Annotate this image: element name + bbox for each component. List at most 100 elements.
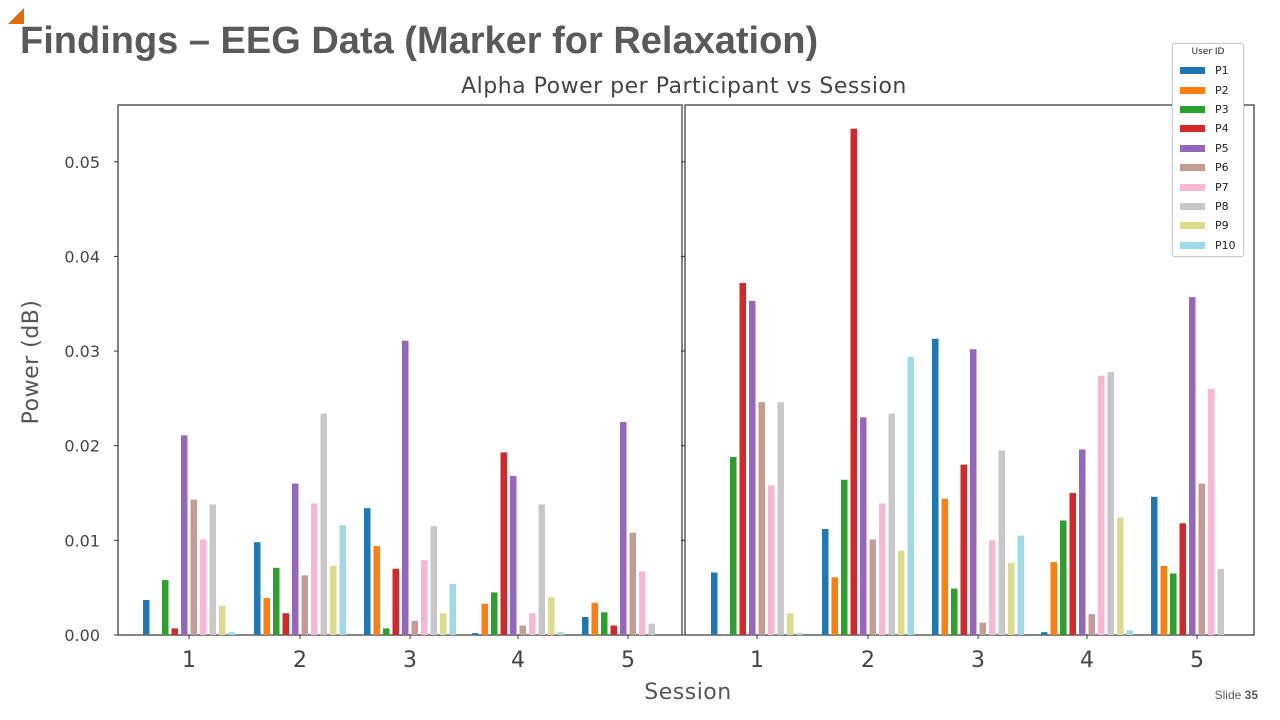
legend-item-p6: P6	[1173, 158, 1243, 177]
bar-p2-session-2	[263, 598, 270, 635]
y-tick-label: 0.05	[64, 153, 100, 172]
x-axis-label: Session	[644, 680, 731, 705]
bar-p5-session-3	[970, 349, 977, 635]
y-tick-label: 0.03	[64, 342, 100, 361]
bar-p9-session-4	[548, 597, 555, 635]
bar-p10-session-4	[1126, 630, 1133, 635]
legend-swatch	[1180, 241, 1205, 249]
bar-p3-session-4	[1060, 520, 1067, 635]
bar-p10-session-2	[339, 525, 346, 635]
legend-label: P4	[1215, 122, 1229, 136]
bar-p6-session-1	[190, 499, 197, 635]
bar-p1-session-2	[822, 529, 829, 635]
bar-p8-session-4	[538, 504, 545, 635]
bar-p6-session-5	[629, 532, 636, 635]
corner-triangle-icon	[8, 8, 24, 24]
bar-p6-session-5	[1198, 483, 1205, 635]
bar-p1-session-3	[932, 338, 939, 635]
bar-p4-session-3	[960, 464, 967, 635]
slide-number-prefix: Slide	[1214, 688, 1242, 702]
bar-p9-session-2	[330, 565, 337, 635]
bar-p6-session-3	[979, 622, 986, 635]
bar-p2-session-4	[1050, 562, 1057, 635]
bar-p1-session-2	[254, 542, 261, 635]
bar-p3-session-3	[383, 628, 390, 635]
slide-title: Findings – EEG Data (Marker for Relaxati…	[20, 20, 819, 62]
bar-p7-session-3	[421, 560, 428, 635]
bar-p3-session-5	[1170, 573, 1177, 635]
bar-p9-session-1	[219, 605, 226, 635]
bar-p9-session-1	[787, 613, 794, 635]
bar-p8-session-1	[777, 402, 784, 635]
bar-p5-session-5	[1189, 297, 1196, 635]
legend-label: P5	[1215, 141, 1229, 155]
bar-p7-session-1	[768, 485, 775, 635]
bar-p5-session-1	[181, 435, 188, 635]
bar-p10-session-3	[449, 583, 456, 635]
bar-p7-session-4	[1098, 375, 1105, 635]
bar-p8-session-5	[648, 623, 655, 635]
plot-frame-1	[117, 104, 683, 636]
bar-p4-session-3	[392, 568, 399, 635]
bar-p10-session-4	[557, 632, 564, 635]
y-axis-label: Power (dB)	[19, 300, 44, 425]
bar-p3-session-1	[730, 457, 737, 635]
bar-p5-session-2	[860, 417, 867, 635]
legend-swatch	[1180, 222, 1205, 230]
legend-item-p8: P8	[1173, 197, 1243, 216]
slide-number-value: 35	[1244, 688, 1258, 702]
bar-p1-session-3	[364, 508, 371, 635]
x-tick-label: 5	[1190, 648, 1204, 673]
bar-p7-session-1	[200, 539, 207, 635]
legend-item-p7: P7	[1173, 177, 1243, 196]
legend-title: User ID	[1191, 47, 1225, 57]
legend-swatch	[1180, 164, 1205, 172]
bar-p10-session-3	[1017, 535, 1024, 635]
bar-p7-session-3	[989, 540, 996, 635]
legend-label: P2	[1215, 83, 1229, 97]
bar-p9-session-3	[440, 613, 447, 635]
bar-p3-session-5	[601, 612, 608, 635]
bar-p5-session-4	[1079, 449, 1086, 635]
bar-p10-session-2	[907, 356, 914, 635]
legend-item-p3: P3	[1173, 100, 1243, 119]
bar-p4-session-4	[500, 452, 507, 635]
x-tick-label: 4	[1080, 648, 1094, 673]
x-tick-label: 5	[621, 648, 635, 673]
legend-swatch	[1180, 202, 1205, 210]
bar-p8-session-3	[430, 526, 437, 635]
legend-item-p5: P5	[1173, 139, 1243, 158]
bar-p5-session-1	[749, 300, 756, 635]
legend-label: P10	[1215, 238, 1236, 252]
legend-item-p10: P10	[1173, 236, 1243, 255]
bar-p6-session-3	[411, 620, 418, 635]
bar-p4-session-4	[1069, 493, 1076, 635]
bar-p4-session-1	[739, 282, 746, 635]
x-tick-label: 3	[971, 648, 985, 673]
x-tick-label: 2	[861, 648, 875, 673]
legend-label: P3	[1215, 102, 1229, 116]
bar-p8-session-3	[998, 450, 1005, 635]
bar-p2-session-2	[831, 577, 838, 635]
bar-p1-session-1	[143, 599, 150, 635]
bar-p5-session-3	[402, 340, 409, 635]
bar-p1-session-5	[582, 617, 589, 635]
slide-number: Slide 35	[1215, 688, 1258, 702]
bar-p2-session-5	[1160, 565, 1167, 635]
bar-p4-session-5	[1179, 523, 1186, 635]
bar-p1-session-4	[472, 633, 479, 635]
legend-swatch	[1180, 105, 1205, 113]
bar-p5-session-2	[292, 483, 299, 635]
legend-swatch	[1180, 183, 1205, 191]
x-tick-label: 4	[511, 648, 525, 673]
bar-p1-session-5	[1151, 496, 1158, 635]
x-tick-label: 3	[403, 648, 417, 673]
bar-p7-session-5	[1208, 388, 1215, 635]
y-tick-label: 0.02	[64, 437, 100, 456]
bar-p6-session-2	[301, 575, 308, 635]
y-tick-label: 0.00	[64, 626, 100, 645]
bar-p9-session-3	[1008, 563, 1015, 635]
bar-p4-session-2	[282, 613, 289, 635]
bar-p9-session-4	[1117, 517, 1124, 635]
